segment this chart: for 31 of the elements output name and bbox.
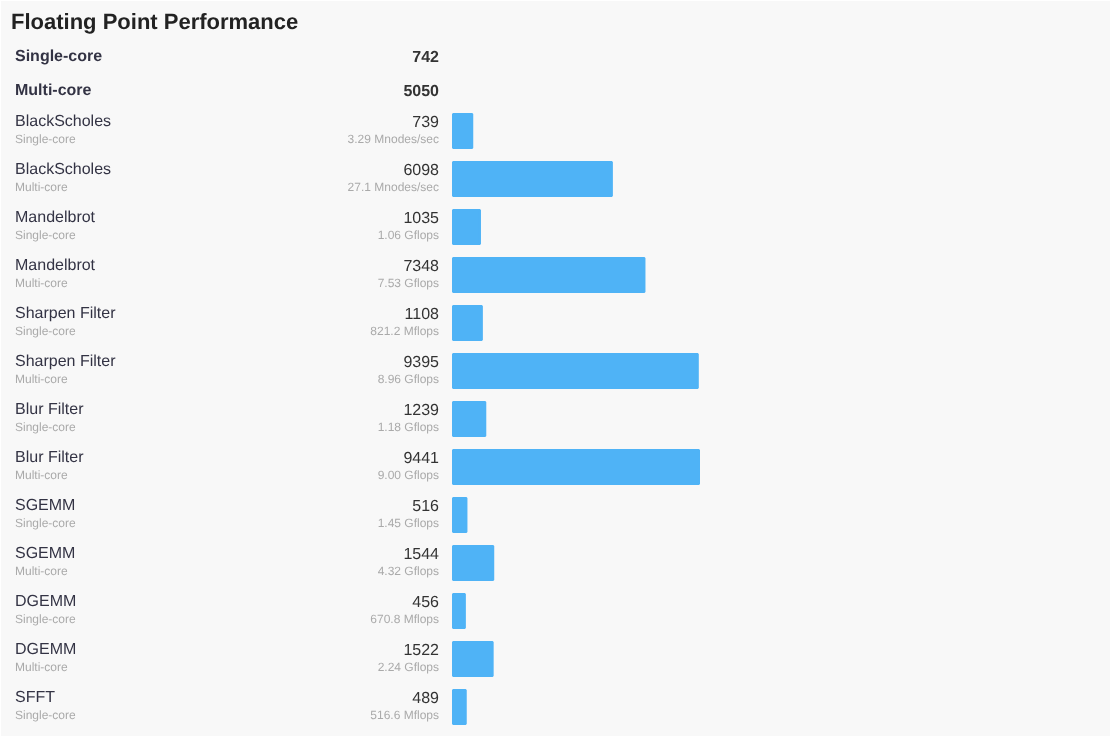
bar [452,593,466,629]
data-label: 1035 [403,209,441,227]
data-label: 7348 [403,257,441,275]
bar [452,209,481,245]
data-label: 489 [412,689,441,707]
text: 742 [412,48,440,66]
bar [452,305,483,341]
data-label: 739 [412,113,441,131]
data-label: 1108 [404,305,441,323]
y-tick-label: Single-core [15,47,104,65]
data-label: 9395 [403,353,441,371]
data-label: 1239 [403,401,441,419]
data-label: 6098 [403,161,441,179]
data-label: 1522 [403,641,441,659]
bar [452,161,613,197]
data-label: 9441 [403,449,441,467]
bar [452,497,468,533]
bar [452,353,699,389]
text: Floating Point Performance [11,11,299,35]
data-label: 456 [412,593,441,611]
text: 5050 [403,82,439,100]
bar [452,689,467,725]
data-label: 1544 [403,545,441,563]
y-tick-label: Multi-core [15,81,93,99]
bar [452,641,494,677]
bar [452,449,700,485]
data-label: 516 [412,497,441,515]
bar [452,113,474,149]
bar [452,401,487,437]
bar [452,257,646,293]
bar [452,545,495,581]
